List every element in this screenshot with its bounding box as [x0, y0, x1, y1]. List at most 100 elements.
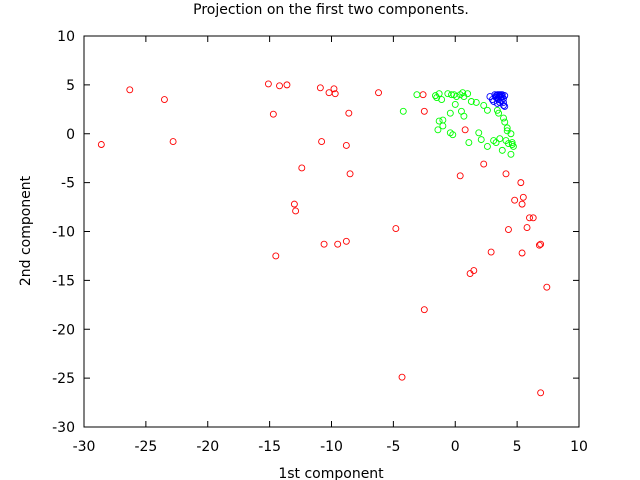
x-tick-label: -30 [73, 439, 96, 455]
data-point [507, 130, 515, 138]
data-point [160, 96, 168, 103]
data-point [169, 138, 177, 146]
data-point [517, 179, 525, 187]
data-point [346, 170, 354, 178]
data-point [438, 96, 446, 103]
data-point [439, 116, 447, 124]
data-point [501, 118, 509, 126]
data-point [480, 160, 488, 168]
data-point [264, 80, 272, 88]
data-point [269, 110, 277, 118]
data-point [507, 150, 515, 158]
data-point [334, 240, 342, 248]
data-point [449, 131, 457, 139]
x-tick-label: -10 [320, 439, 343, 455]
data-point [459, 89, 467, 97]
data-point [456, 172, 464, 180]
data-point [461, 126, 469, 134]
data-point [283, 81, 291, 89]
data-point [435, 90, 443, 98]
data-point [529, 214, 537, 222]
data-point [126, 86, 134, 94]
data-point [331, 90, 339, 98]
y-axis: -30 -25 -20 -15 -10 -5 0 5 10 [52, 29, 579, 436]
data-point [477, 136, 485, 144]
data-point [501, 102, 509, 110]
series-1 [97, 80, 551, 397]
data-point [537, 389, 545, 397]
data-point [508, 141, 516, 148]
data-point [420, 107, 428, 115]
data-point [290, 200, 298, 208]
data-point [543, 283, 551, 291]
data-point [420, 306, 428, 314]
data-point [526, 214, 533, 222]
data-point [470, 267, 478, 275]
y-tick-label: -20 [52, 322, 75, 338]
data-point [399, 107, 407, 115]
data-point [435, 117, 443, 125]
data-point [500, 101, 507, 109]
data-point [496, 135, 504, 143]
x-tick-label: -20 [196, 439, 219, 455]
data-point [446, 109, 454, 117]
data-point [465, 139, 473, 146]
data-point [272, 252, 280, 260]
data-point [537, 240, 545, 248]
data-point [511, 196, 519, 204]
x-tick-label: -15 [258, 439, 281, 455]
y-tick-label: -15 [52, 273, 75, 289]
x-tick-label: -5 [386, 439, 400, 455]
data-point [483, 143, 491, 150]
data-point [505, 226, 512, 233]
data-point [467, 98, 475, 105]
data-point [464, 90, 472, 98]
data-point [497, 91, 505, 99]
data-point [503, 124, 511, 132]
data-point [392, 225, 400, 233]
data-point [508, 139, 516, 146]
data-point [316, 84, 324, 92]
y-tick-label: -10 [52, 225, 75, 241]
y-tick-label: -5 [61, 176, 75, 192]
data-point [472, 99, 480, 106]
data-point [535, 241, 543, 249]
data-point [453, 93, 460, 101]
data-point [342, 142, 350, 149]
data-point [487, 248, 495, 256]
series-3 [486, 91, 509, 110]
x-axis-label: 1st component [278, 466, 384, 480]
data-point [523, 224, 531, 232]
data-point [451, 100, 459, 108]
data-point [505, 140, 512, 147]
y-tick-label: 0 [66, 127, 75, 143]
data-point [475, 129, 483, 137]
x-tick-label: 10 [570, 439, 588, 455]
data-point [518, 200, 526, 208]
y-tick-label: 5 [66, 78, 75, 94]
data-point [434, 126, 442, 134]
data-point [413, 91, 421, 99]
data-point [492, 139, 500, 146]
data-point [495, 91, 503, 99]
chart-title: Projection on the first two components. [193, 2, 469, 18]
data-point [502, 170, 510, 178]
data-point [509, 143, 517, 150]
data-point [419, 91, 427, 99]
data-point [518, 249, 526, 257]
y-tick-label: -25 [52, 371, 75, 387]
data-point [298, 164, 306, 172]
data-point [342, 237, 350, 245]
data-point [97, 141, 105, 148]
data-points [97, 80, 551, 397]
x-tick-label: -25 [134, 439, 157, 455]
data-point [483, 106, 491, 114]
data-point [432, 92, 439, 100]
data-point [460, 112, 468, 120]
data-point [495, 109, 503, 117]
data-point [519, 193, 527, 201]
x-tick-label: 5 [513, 439, 522, 455]
data-point [375, 89, 382, 97]
series-2 [399, 89, 517, 158]
